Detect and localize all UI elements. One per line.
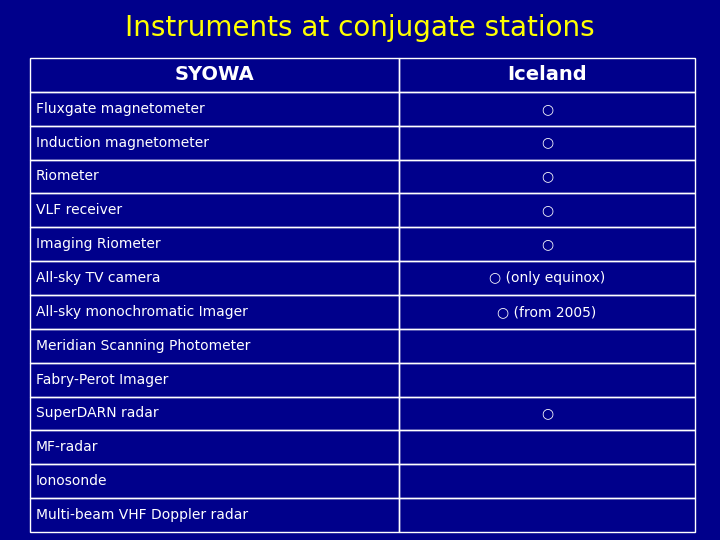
Bar: [399, 126, 695, 160]
Bar: [30, 92, 399, 126]
Text: Multi-beam VHF Doppler radar: Multi-beam VHF Doppler radar: [36, 508, 248, 522]
Bar: [30, 227, 399, 261]
Bar: [30, 193, 399, 227]
Bar: [399, 430, 695, 464]
Text: Riometer: Riometer: [36, 170, 100, 184]
Text: Iceland: Iceland: [507, 65, 587, 84]
Text: Fluxgate magnetometer: Fluxgate magnetometer: [36, 102, 204, 116]
Text: SYOWA: SYOWA: [175, 65, 254, 84]
Bar: [399, 329, 695, 363]
Bar: [399, 498, 695, 532]
Bar: [30, 464, 399, 498]
Bar: [399, 92, 695, 126]
Bar: [399, 227, 695, 261]
Text: ○ (from 2005): ○ (from 2005): [498, 305, 597, 319]
Text: ○: ○: [541, 237, 553, 251]
Bar: [30, 160, 399, 193]
Bar: [399, 261, 695, 295]
Bar: [399, 160, 695, 193]
Bar: [30, 126, 399, 160]
Bar: [399, 58, 695, 92]
Bar: [399, 396, 695, 430]
Text: All-sky monochromatic Imager: All-sky monochromatic Imager: [36, 305, 248, 319]
Bar: [30, 261, 399, 295]
Bar: [30, 295, 399, 329]
Text: ○: ○: [541, 204, 553, 218]
Text: ○: ○: [541, 102, 553, 116]
Bar: [30, 396, 399, 430]
Bar: [399, 295, 695, 329]
Text: Ionosonde: Ionosonde: [36, 474, 107, 488]
Text: SuperDARN radar: SuperDARN radar: [36, 407, 158, 421]
Text: Meridian Scanning Photometer: Meridian Scanning Photometer: [36, 339, 251, 353]
Bar: [399, 193, 695, 227]
Text: ○: ○: [541, 407, 553, 421]
Text: VLF receiver: VLF receiver: [36, 204, 122, 218]
Text: All-sky TV camera: All-sky TV camera: [36, 271, 161, 285]
Text: ○ (only equinox): ○ (only equinox): [489, 271, 606, 285]
Text: Instruments at conjugate stations: Instruments at conjugate stations: [125, 14, 595, 42]
Text: Fabry-Perot Imager: Fabry-Perot Imager: [36, 373, 168, 387]
Text: ○: ○: [541, 170, 553, 184]
Bar: [30, 430, 399, 464]
Bar: [30, 58, 399, 92]
Bar: [30, 498, 399, 532]
Text: Imaging Riometer: Imaging Riometer: [36, 237, 161, 251]
Bar: [30, 329, 399, 363]
Bar: [30, 363, 399, 396]
Text: Induction magnetometer: Induction magnetometer: [36, 136, 209, 150]
Text: ○: ○: [541, 136, 553, 150]
Bar: [399, 464, 695, 498]
Bar: [399, 363, 695, 396]
Text: MF-radar: MF-radar: [36, 440, 99, 454]
